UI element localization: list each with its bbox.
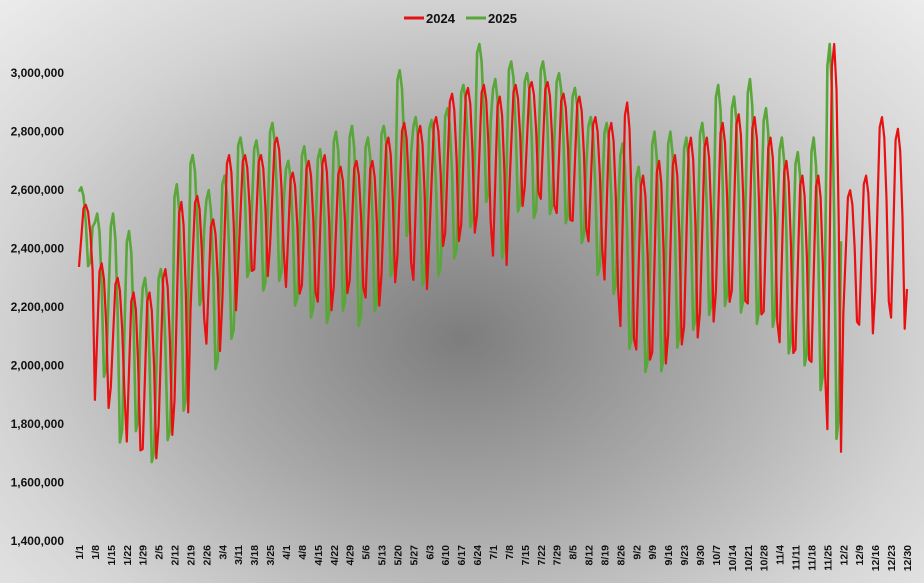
y-tick-label: 1,800,000 bbox=[11, 417, 65, 431]
x-tick-label: 5/13 bbox=[377, 545, 389, 566]
x-tick-label: 10/28 bbox=[759, 545, 771, 571]
x-tick-label: 4/22 bbox=[329, 545, 341, 566]
x-tick-label: 8/19 bbox=[599, 545, 611, 566]
x-tick-label: 6/10 bbox=[440, 545, 452, 566]
y-tick-label: 3,000,000 bbox=[11, 66, 65, 80]
x-tick-label: 3/25 bbox=[265, 545, 277, 566]
x-tick-label: 1/15 bbox=[106, 545, 118, 566]
x-tick-label: 10/7 bbox=[711, 545, 723, 566]
x-tick-label: 7/15 bbox=[520, 545, 532, 566]
x-tick-label: 6/24 bbox=[472, 545, 484, 566]
x-tick-label: 9/2 bbox=[631, 545, 643, 560]
x-tick-label: 2/12 bbox=[170, 545, 182, 566]
x-tick-label: 11/4 bbox=[775, 545, 787, 565]
x-tick-label: 8/26 bbox=[615, 545, 627, 566]
y-tick-label: 1,600,000 bbox=[11, 476, 65, 490]
legend-label-2025: 2025 bbox=[488, 11, 517, 26]
x-tick-label: 2/19 bbox=[185, 545, 197, 566]
y-tick-label: 2,800,000 bbox=[11, 125, 65, 139]
x-tick-label: 1/22 bbox=[122, 545, 134, 566]
x-tick-label: 6/17 bbox=[456, 545, 468, 566]
y-tick-label: 2,600,000 bbox=[11, 183, 65, 197]
x-tick-label: 11/18 bbox=[806, 545, 818, 571]
x-tick-label: 2/5 bbox=[154, 545, 166, 560]
y-tick-label: 2,400,000 bbox=[11, 242, 65, 256]
x-tick-label: 11/11 bbox=[791, 545, 803, 570]
x-tick-label: 8/5 bbox=[568, 545, 580, 560]
y-tick-label: 2,200,000 bbox=[11, 300, 65, 314]
x-tick-label: 5/20 bbox=[392, 545, 404, 566]
x-tick-label: 4/15 bbox=[313, 545, 325, 566]
x-tick-label: 3/11 bbox=[233, 545, 245, 565]
x-tick-label: 7/29 bbox=[552, 545, 564, 566]
x-tick-label: 6/3 bbox=[424, 545, 436, 560]
x-tick-label: 11/25 bbox=[822, 545, 834, 571]
x-tick-label: 2/26 bbox=[201, 545, 213, 566]
x-tick-label: 4/8 bbox=[297, 545, 309, 560]
y-tick-label: 1,400,000 bbox=[11, 534, 65, 548]
x-tick-label: 1/8 bbox=[90, 545, 102, 560]
series-line-2024 bbox=[77, 42, 909, 460]
x-tick-label: 3/18 bbox=[249, 545, 261, 566]
x-tick-label: 9/30 bbox=[695, 545, 707, 566]
x-tick-label: 12/9 bbox=[854, 545, 866, 566]
x-tick-label: 8/12 bbox=[584, 545, 596, 566]
x-tick-label: 3/4 bbox=[217, 545, 229, 560]
x-tick-label: 1/1 bbox=[74, 545, 86, 560]
y-tick-label: 2,000,000 bbox=[11, 359, 65, 373]
x-tick-label: 1/29 bbox=[138, 545, 150, 566]
x-tick-label: 5/27 bbox=[408, 545, 420, 566]
x-tick-label: 10/14 bbox=[727, 545, 739, 571]
legend-label-2024: 2024 bbox=[426, 11, 456, 26]
x-tick-label: 12/2 bbox=[838, 545, 850, 566]
x-tick-label: 9/9 bbox=[647, 545, 659, 560]
x-tick-label: 9/23 bbox=[679, 545, 691, 566]
x-tick-label: 7/8 bbox=[504, 545, 516, 560]
x-tick-label: 12/16 bbox=[870, 545, 882, 571]
x-tick-label: 4/29 bbox=[345, 545, 357, 566]
x-tick-label: 9/16 bbox=[663, 545, 675, 566]
x-tick-label: 7/1 bbox=[488, 545, 500, 560]
x-tick-label: 12/30 bbox=[902, 545, 914, 571]
x-tick-label: 12/23 bbox=[886, 545, 898, 571]
series-line-2025 bbox=[77, 42, 843, 464]
x-tick-label: 5/6 bbox=[361, 545, 373, 560]
x-tick-label: 4/1 bbox=[281, 545, 293, 560]
x-tick-label: 7/22 bbox=[536, 545, 548, 566]
x-tick-label: 10/21 bbox=[743, 545, 755, 571]
